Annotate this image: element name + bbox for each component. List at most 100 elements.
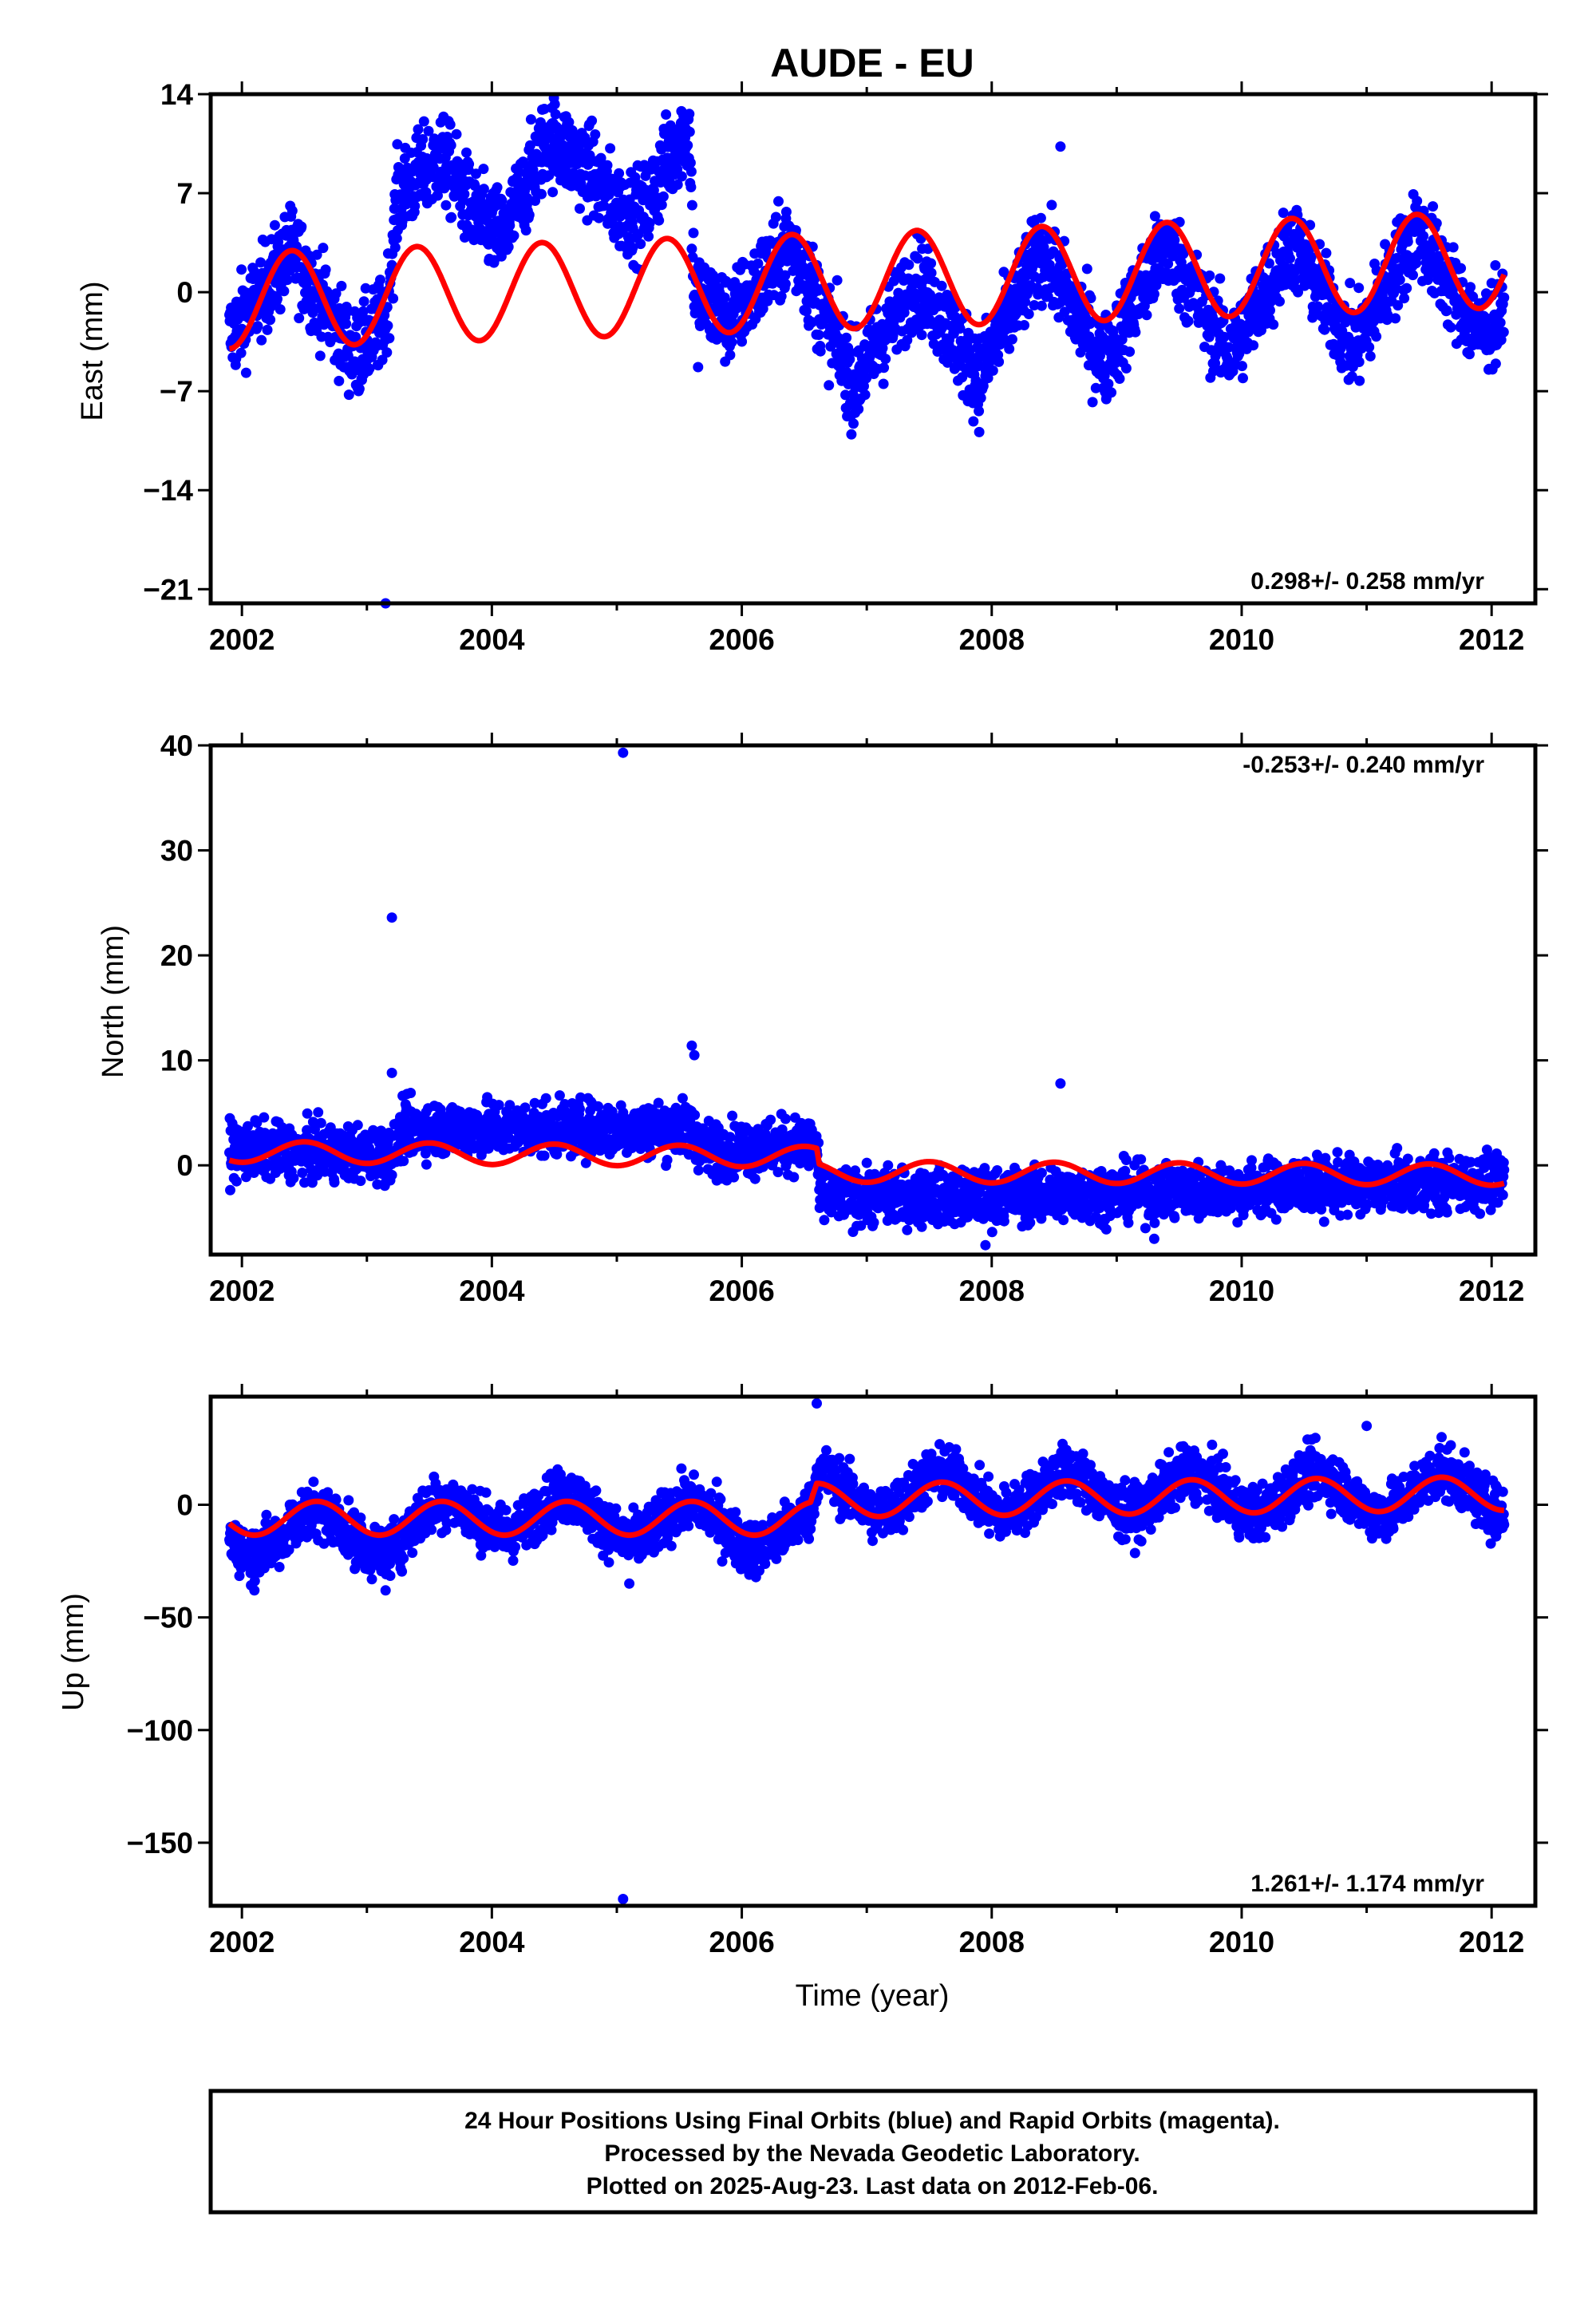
east-data-point: [1035, 212, 1046, 223]
east-data-point: [1174, 303, 1185, 314]
east-data-point: [1036, 300, 1047, 311]
east-data-point: [841, 332, 852, 343]
east-data-point: [1490, 260, 1501, 271]
east-data-point: [801, 306, 812, 317]
east-data-point: [1265, 305, 1275, 316]
panel-north: North (mm) 2002 2004 2006 2008 2010 201240302…: [97, 729, 1548, 1307]
north-data-point: [386, 1169, 397, 1180]
north-data-point: [689, 1109, 701, 1120]
east-ytick-label: −21: [143, 573, 193, 606]
east-data-point: [547, 187, 559, 198]
east-data-point: [602, 160, 613, 171]
east-data-point: [525, 114, 536, 125]
east-data-point: [1441, 305, 1452, 316]
east-data-point: [341, 318, 352, 330]
north-data-point: [243, 1120, 253, 1132]
east-data-point: [590, 129, 601, 140]
east-data-point: [471, 168, 481, 180]
east-data-point: [644, 217, 655, 228]
north-data-point: [868, 1217, 879, 1228]
east-data-point: [840, 389, 851, 401]
east-data-point: [1235, 318, 1246, 330]
east-data-point: [262, 324, 273, 335]
east-data-point: [1393, 300, 1404, 311]
east-data-point: [757, 303, 768, 314]
east-data-point: [594, 212, 604, 223]
east-data-point: [1390, 313, 1401, 324]
east-data-point: [719, 292, 730, 303]
east-data-point: [492, 182, 503, 193]
east-data-point: [1306, 251, 1317, 263]
east-data-point: [579, 132, 591, 143]
east-data-point: [926, 258, 937, 269]
east-data-point: [587, 115, 598, 126]
east-outlier-point: [1055, 141, 1066, 152]
east-data-point: [1319, 324, 1330, 335]
east-data-point: [1029, 300, 1040, 310]
east-data-point: [350, 331, 361, 342]
east-xtick-label: 2002: [209, 623, 275, 656]
east-data-point: [672, 179, 683, 190]
east-data-point: [1120, 363, 1132, 373]
east-data-point: [364, 363, 375, 374]
east-data-point: [330, 288, 342, 299]
north-data-point: [225, 1184, 235, 1196]
east-data-point: [311, 249, 322, 260]
east-data-point: [815, 346, 826, 357]
east-data-point: [1495, 334, 1507, 346]
north-data-point: [788, 1172, 800, 1183]
north-data-point: [352, 1120, 363, 1131]
east-data-point: [1223, 342, 1235, 353]
north-data-point: [251, 1117, 263, 1128]
east-data-point: [987, 365, 998, 376]
east-data-point: [478, 164, 489, 175]
east-data-point: [1148, 289, 1159, 299]
east-data-point: [1268, 319, 1279, 330]
east-data-point: [1468, 291, 1479, 302]
east-data-point: [877, 342, 888, 354]
panel-east: East (mm) 2002 2004 2006 2008 2010 20121470−7…: [76, 78, 1548, 656]
east-data-point: [384, 333, 395, 344]
east-data-point: [504, 220, 516, 231]
east-data-point: [936, 280, 947, 291]
east-data-point: [1499, 292, 1510, 303]
east-data-point: [461, 147, 472, 158]
east-xtick-label: 2004: [459, 623, 525, 656]
north-plot: 2002 2004 2006 2008 2010 2012403020100-0.253+…: [160, 729, 1548, 1307]
east-data-point: [1371, 331, 1382, 342]
east-data-point: [916, 330, 927, 341]
east-data-point: [982, 373, 994, 384]
east-data-point: [1365, 350, 1376, 362]
east-data-point: [1274, 296, 1285, 307]
east-data-point: [654, 215, 665, 226]
east-data-point: [686, 200, 697, 211]
east-data-point: [343, 389, 354, 401]
east-data-point: [377, 354, 388, 366]
east-data-point: [381, 347, 393, 358]
north-data-point: [883, 1160, 894, 1171]
east-data-point: [1151, 279, 1162, 290]
east-data-point: [1106, 387, 1117, 398]
east-data-point: [536, 188, 547, 200]
east-data-point: [643, 231, 654, 242]
east-data-point: [451, 128, 462, 140]
east-data-point: [1023, 309, 1034, 319]
east-data-point: [1085, 293, 1096, 303]
north-data-point: [302, 1108, 313, 1119]
north-data-point: [749, 1173, 760, 1184]
east-data-point: [318, 243, 329, 254]
east-data-point: [661, 109, 672, 120]
east-data-point: [614, 168, 625, 179]
north-data-point: [992, 1165, 1003, 1176]
east-data-point: [1495, 317, 1506, 328]
east-data-point: [1401, 283, 1412, 294]
east-data-point: [296, 221, 307, 232]
east-data-point: [685, 157, 696, 168]
east-data-point: [1141, 310, 1152, 321]
east-data-point: [446, 211, 457, 223]
east-data-point: [770, 211, 781, 223]
east-data-point: [236, 264, 247, 275]
east-data-point: [1345, 278, 1356, 289]
east-data-point: [1465, 282, 1476, 293]
east-data-point: [1163, 259, 1174, 270]
